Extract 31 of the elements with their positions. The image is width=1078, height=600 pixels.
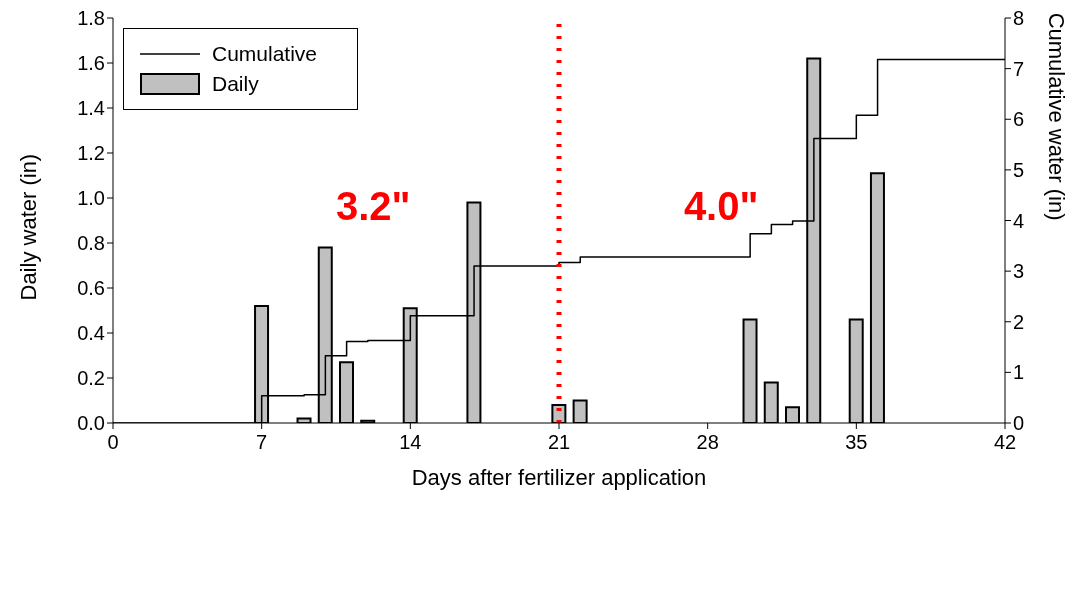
y2-tick-label: 1 <box>1013 361 1025 384</box>
x-tick-label: 14 <box>399 431 422 454</box>
y-axis-title: Daily water (in) <box>15 153 41 301</box>
x-axis-title: Days after fertilizer application <box>411 465 707 490</box>
y2-tick-label: 3 <box>1013 260 1025 283</box>
x-tick-label: 35 <box>845 431 868 454</box>
annotation: 4.0" <box>683 183 759 229</box>
y2-tick-label: 6 <box>1013 108 1025 131</box>
y-tick-label: 0.6 <box>77 277 105 300</box>
y2-tick-label: 7 <box>1013 57 1025 80</box>
y2-tick-label: 2 <box>1013 310 1025 333</box>
y2-tick-label: 8 <box>1013 7 1025 30</box>
x-tick-label: 0 <box>107 431 119 454</box>
y-tick-label: 0.2 <box>77 367 105 390</box>
legend-label: Cumulative <box>212 42 318 66</box>
y-tick-label: 1.8 <box>77 7 105 30</box>
y-tick-label: 1.4 <box>77 97 105 120</box>
legend-label: Daily <box>212 72 259 96</box>
y-tick-label: 1.6 <box>77 52 105 75</box>
y-tick-label: 0.4 <box>77 322 105 345</box>
x-tick-label: 28 <box>696 431 719 454</box>
y2-axis-title: Cumulative water (in) <box>1044 12 1070 221</box>
y2-tick-label: 4 <box>1013 209 1025 232</box>
y-tick-label: 1.0 <box>77 187 105 210</box>
y-tick-label: 0.0 <box>77 412 105 435</box>
x-tick-label: 21 <box>547 431 571 454</box>
x-tick-label: 7 <box>256 431 268 454</box>
y-tick-label: 1.2 <box>77 142 105 165</box>
y2-tick-label: 5 <box>1013 158 1025 181</box>
annotation: 3.2" <box>336 183 411 229</box>
y-tick-label: 0.8 <box>77 232 105 255</box>
